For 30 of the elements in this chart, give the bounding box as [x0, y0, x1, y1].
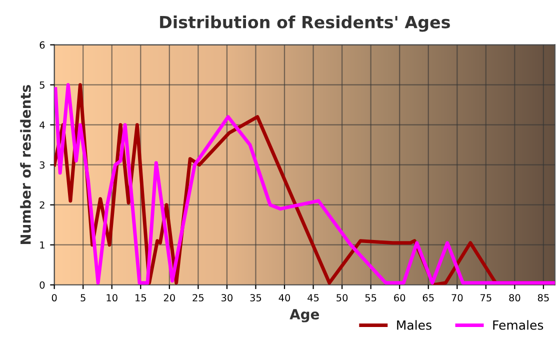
chart-title: Distribution of Residents' Ages: [160, 16, 450, 32]
x-tick-label: 50: [336, 294, 348, 302]
x-tick-label: 35: [250, 294, 262, 302]
x-tick-label: 20: [164, 294, 175, 302]
x-tick-label: 70: [452, 294, 463, 302]
x-tick-label: 30: [222, 294, 232, 302]
y-tick-label: 5: [40, 81, 44, 89]
x-tick-label: 10: [106, 294, 118, 302]
x-tick-label: 80: [509, 294, 520, 302]
y-tick-label: 2: [40, 201, 44, 209]
x-axis-title: Age: [290, 309, 320, 322]
y-tick-label: 1: [40, 241, 44, 249]
legend-label: Females: [493, 320, 544, 330]
x-tick-label: 15: [136, 294, 146, 302]
y-tick-label: 0: [40, 281, 45, 289]
x-tick-label: 75: [480, 294, 492, 302]
x-tick-label: 45: [308, 294, 319, 302]
x-tick-label: 5: [80, 294, 86, 302]
y-tick-label: 6: [40, 41, 45, 49]
x-tick-label: 65: [422, 294, 434, 302]
x-tick-label: 55: [365, 294, 376, 302]
x-tick-label: 40: [278, 294, 290, 302]
legend-label: Males: [397, 320, 432, 330]
y-tick-label: 4: [40, 121, 45, 129]
y-axis-title: Number of residents: [20, 85, 31, 244]
y-tick-label: 3: [40, 161, 45, 169]
x-tick-label: 25: [192, 294, 204, 302]
x-tick-label: 0: [52, 294, 57, 302]
x-tick-label: 85: [538, 294, 549, 302]
x-tick-label: 60: [394, 294, 406, 302]
